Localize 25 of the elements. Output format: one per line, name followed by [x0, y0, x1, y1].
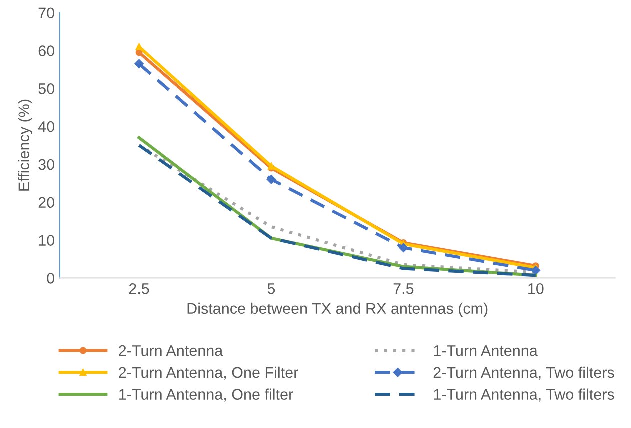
point	[134, 59, 144, 69]
y-tick-label: 20	[38, 197, 54, 208]
y-tick-label: 60	[38, 46, 54, 56]
y-tick-label: 70	[38, 8, 54, 19]
legend-label: 1-Turn Antenna, One filter	[120, 388, 294, 402]
point	[266, 175, 276, 184]
y-tick-label: 50	[38, 84, 54, 94]
legend-label: 2-Turn Antenna, One Filter	[119, 366, 298, 380]
legend-label: 1-Turn Antenna, Two filters	[434, 388, 614, 402]
legend-label: 2-Turn Antenna	[119, 345, 224, 356]
y-tick-label: 30	[38, 159, 54, 170]
point	[531, 266, 541, 276]
x-tick-label: 10	[528, 283, 544, 294]
x-tick-label: 5	[268, 284, 276, 294]
legend-label: 2-Turn Antenna, Two filters	[434, 366, 614, 380]
legend-label: 1-Turn Antenna	[434, 346, 538, 356]
point	[399, 243, 408, 252]
y-axis-title: Efficiency (%)	[18, 100, 33, 191]
x-axis-title: Distance between TX and RX antennas (cm)	[188, 302, 488, 318]
point	[136, 43, 143, 50]
y-tick-label: 10	[39, 235, 54, 246]
x-tick-label: 2.5	[129, 283, 150, 294]
y-tick-label: 0	[47, 273, 54, 284]
x-tick-label: 7.5	[394, 284, 414, 294]
y-tick-label: 40	[38, 121, 54, 132]
